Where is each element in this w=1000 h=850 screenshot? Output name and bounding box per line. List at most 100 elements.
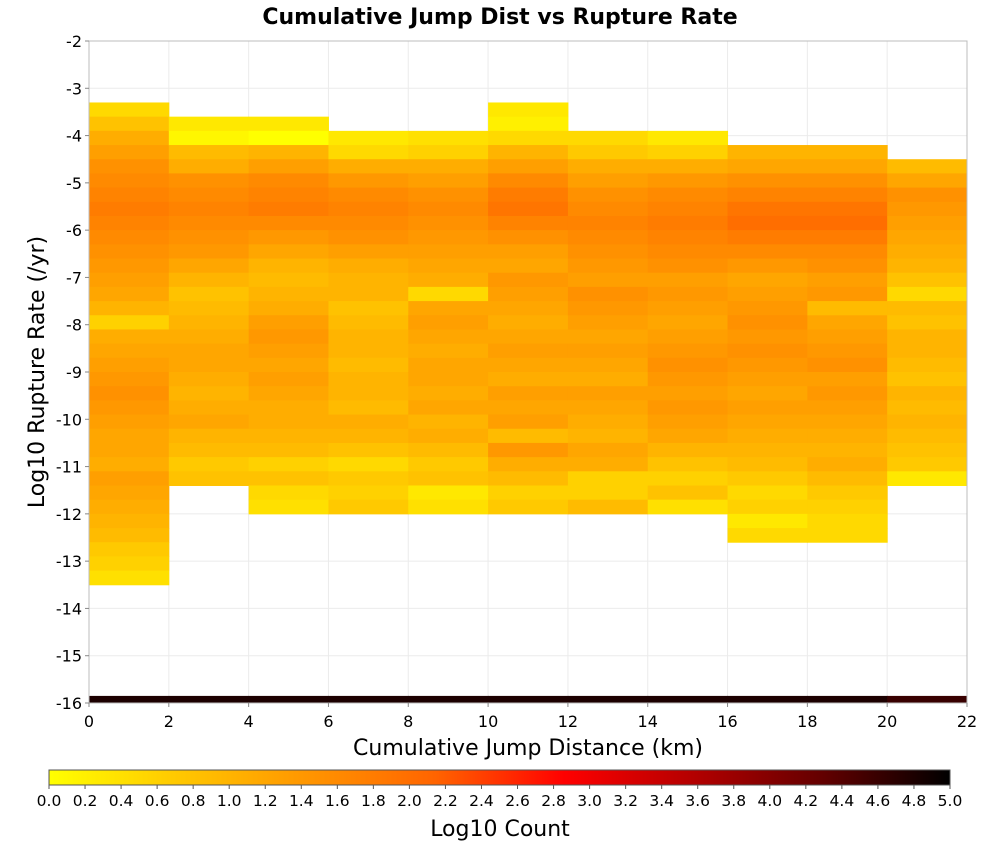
colorbar-tick-label: 2.8 [541, 792, 566, 810]
heatmap-cell [408, 695, 489, 703]
heatmap-cells [89, 102, 968, 703]
heatmap-cell [887, 329, 968, 345]
heatmap-cell [567, 301, 649, 316]
heatmap-cell [248, 457, 329, 472]
heatmap-cell [408, 400, 489, 416]
heatmap-cell [887, 457, 968, 472]
heatmap-cell [647, 372, 729, 387]
colorbar-tick-label: 1.4 [289, 792, 314, 810]
heatmap-cell [168, 215, 250, 231]
heatmap-cell [488, 357, 569, 373]
heatmap-cell [727, 343, 808, 359]
colorbar-tick-label: 1.8 [361, 792, 386, 810]
heatmap-cell [328, 159, 409, 174]
heatmap-cell [168, 315, 250, 330]
heatmap-cell [248, 485, 329, 501]
heatmap-cell [248, 272, 329, 288]
heatmap-cell [727, 187, 808, 203]
heatmap-cell [488, 116, 569, 132]
colorbar-label: Log10 Count [430, 817, 570, 842]
heatmap-cell [408, 457, 489, 472]
heatmap-cell [328, 230, 409, 245]
heatmap-cell [727, 513, 808, 529]
heatmap-cell [807, 528, 888, 543]
heatmap-cell [328, 386, 409, 401]
heatmap-cell [887, 159, 968, 174]
y-tick-label: -4 [66, 127, 82, 146]
colorbar-tick-label: 3.2 [613, 792, 638, 810]
heatmap-cell [887, 343, 968, 359]
heatmap-cell [887, 315, 968, 330]
heatmap-cell [168, 400, 250, 416]
colorbar-tick-label: 3.4 [649, 792, 674, 810]
heatmap-cell [248, 414, 329, 430]
y-tick-label: -14 [56, 599, 82, 618]
colorbar-tick-label: 2.4 [469, 792, 494, 810]
heatmap-cell [567, 400, 649, 416]
heatmap-cell [328, 145, 409, 160]
heatmap-cell [168, 173, 250, 189]
heatmap-cell [488, 301, 569, 316]
x-tick-label: 8 [403, 712, 413, 731]
heatmap-cell [647, 400, 729, 416]
heatmap-cell [567, 201, 649, 217]
x-tick-label: 16 [717, 712, 737, 731]
heatmap-cell [727, 215, 808, 231]
colorbar-tick-label: 1.2 [253, 792, 278, 810]
heatmap-cell [488, 102, 569, 118]
heatmap-cell [727, 286, 808, 302]
heatmap-cell [168, 343, 250, 359]
heatmap-cell [647, 258, 729, 274]
heatmap-cell [887, 215, 968, 231]
heatmap-cell [248, 695, 329, 703]
heatmap-cell [328, 343, 409, 359]
colorbar-tick-label: 1.0 [217, 792, 242, 810]
heatmap-cell [727, 315, 808, 330]
heatmap-cell [89, 442, 170, 458]
heatmap-cell [887, 272, 968, 288]
colorbar-tick-label: 2.2 [433, 792, 458, 810]
heatmap-cell [807, 372, 888, 387]
colorbar [48, 769, 951, 786]
heatmap-cell [567, 428, 649, 444]
heatmap-cell [488, 386, 569, 401]
heatmap-cell [647, 457, 729, 472]
y-tick-label: -9 [66, 363, 82, 382]
heatmap-cell [328, 301, 409, 316]
heatmap-cell [248, 258, 329, 274]
heatmap-cell [727, 386, 808, 401]
heatmap-cell [248, 301, 329, 316]
y-axis-ticks: -2 -3 -4 -5 -6 -7 -8 -9 -10 -11 -12 -13 -14 -15 -16 [56, 32, 89, 713]
heatmap-cell [488, 230, 569, 245]
heatmap-cell [488, 457, 569, 472]
heatmap-cell [727, 357, 808, 373]
y-tick-label: -15 [56, 647, 82, 666]
colorbar-tick-label: 4.4 [830, 792, 855, 810]
heatmap-cell [807, 343, 888, 359]
y-tick-label: -3 [66, 79, 82, 98]
heatmap-cell [328, 457, 409, 472]
colorbar-tick-label: 0.0 [37, 792, 62, 810]
heatmap-cell [807, 485, 888, 501]
heatmap-cell [408, 258, 489, 274]
heatmap-cell [89, 159, 170, 174]
heatmap-cell [887, 258, 968, 274]
heatmap-cell [887, 386, 968, 401]
colorbar-tick-label: 3.6 [685, 792, 710, 810]
colorbar-tick-label: 0.8 [181, 792, 206, 810]
heatmap-cell [727, 485, 808, 501]
heatmap-cell [647, 272, 729, 288]
heatmap-cell [488, 272, 569, 288]
heatmap-cell [567, 159, 649, 174]
heatmap-cell [807, 230, 888, 245]
heatmap-cell [488, 159, 569, 174]
heatmap-cell [727, 258, 808, 274]
heatmap-cell [727, 414, 808, 430]
heatmap-cell [727, 528, 808, 543]
heatmap-cell [89, 542, 170, 557]
heatmap-cell [807, 315, 888, 330]
heatmap-cell [248, 357, 329, 373]
heatmap-cell [89, 343, 170, 359]
heatmap-cell [328, 400, 409, 416]
heatmap-cell [488, 201, 569, 217]
